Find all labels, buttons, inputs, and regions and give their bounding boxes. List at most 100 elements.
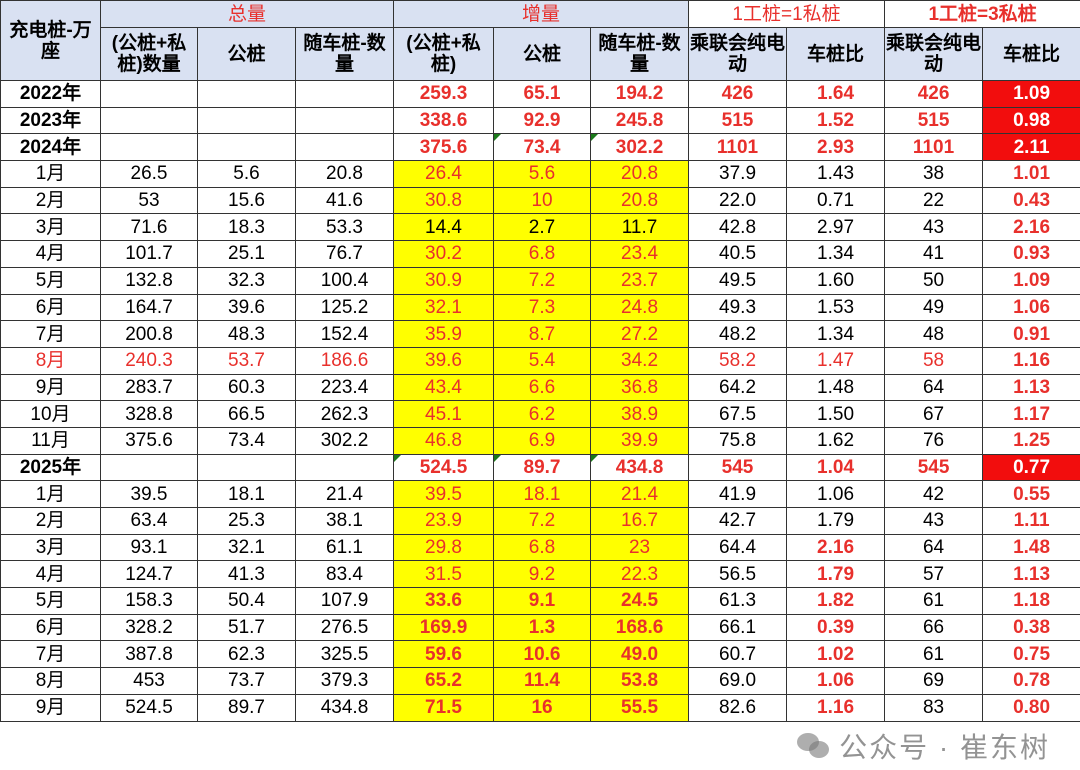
table-cell: 259.3 (394, 81, 494, 108)
table-cell: 2.16 (787, 534, 885, 561)
row-label: 3月 (1, 534, 101, 561)
table-cell: 25.1 (198, 241, 296, 268)
table-cell: 5.6 (494, 161, 591, 188)
table-cell: 61 (885, 641, 983, 668)
table-cell: 69 (885, 668, 983, 695)
table-cell: 83.4 (296, 561, 394, 588)
table-cell: 43 (885, 214, 983, 241)
table-cell: 375.6 (101, 427, 198, 454)
table-cell: 1.09 (983, 81, 1080, 108)
table-cell: 545 (885, 454, 983, 481)
table-cell: 0.39 (787, 614, 885, 641)
table-cell: 55.5 (591, 694, 689, 721)
table-cell: 40.5 (689, 241, 787, 268)
table-cell: 0.77 (983, 454, 1080, 481)
table-cell: 0.38 (983, 614, 1080, 641)
table-cell: 53.7 (198, 347, 296, 374)
table-cell: 1.62 (787, 427, 885, 454)
table-cell: 1.02 (787, 641, 885, 668)
table-cell: 245.8 (591, 107, 689, 134)
table-cell: 515 (885, 107, 983, 134)
row-label: 5月 (1, 267, 101, 294)
table-cell: 0.78 (983, 668, 1080, 695)
table-cell: 18.1 (198, 481, 296, 508)
table-cell: 194.2 (591, 81, 689, 108)
row-label: 2023年 (1, 107, 101, 134)
table-cell: 29.8 (394, 534, 494, 561)
table-cell (198, 454, 296, 481)
table-cell: 1.06 (787, 668, 885, 695)
table-cell: 25.3 (198, 508, 296, 535)
row-label: 6月 (1, 294, 101, 321)
table-cell: 1.48 (787, 374, 885, 401)
table-cell: 152.4 (296, 321, 394, 348)
table-cell: 7.2 (494, 267, 591, 294)
table-cell: 22 (885, 187, 983, 214)
row-label: 7月 (1, 641, 101, 668)
table-cell: 30.9 (394, 267, 494, 294)
table-cell (101, 134, 198, 161)
table-cell: 48.3 (198, 321, 296, 348)
table-cell: 76 (885, 427, 983, 454)
table-cell: 75.8 (689, 427, 787, 454)
table-cell: 41.3 (198, 561, 296, 588)
table-cell: 375.6 (394, 134, 494, 161)
column-header: 公桩 (198, 28, 296, 81)
table-cell: 1.79 (787, 561, 885, 588)
table-cell: 60.3 (198, 374, 296, 401)
table-cell: 0.98 (983, 107, 1080, 134)
table-cell: 39.5 (394, 481, 494, 508)
table-cell: 21.4 (296, 481, 394, 508)
table-cell: 71.6 (101, 214, 198, 241)
row-label: 2月 (1, 187, 101, 214)
table-cell: 6.9 (494, 427, 591, 454)
table-cell: 2.7 (494, 214, 591, 241)
table-cell: 82.6 (689, 694, 787, 721)
table-cell: 22.0 (689, 187, 787, 214)
row-label: 7月 (1, 321, 101, 348)
column-header: 车桩比 (983, 28, 1080, 81)
table-cell: 41.9 (689, 481, 787, 508)
table-cell: 1.47 (787, 347, 885, 374)
cell-comment-marker (494, 455, 501, 462)
table-cell: 48.2 (689, 321, 787, 348)
table-cell: 0.93 (983, 241, 1080, 268)
table-cell: 22.3 (591, 561, 689, 588)
table-cell: 41 (885, 241, 983, 268)
table-cell: 27.2 (591, 321, 689, 348)
table-cell: 58.2 (689, 347, 787, 374)
table-cell: 92.9 (494, 107, 591, 134)
row-label: 2022年 (1, 81, 101, 108)
row-label: 1月 (1, 481, 101, 508)
table-cell: 1.01 (983, 161, 1080, 188)
table-cell: 1.3 (494, 614, 591, 641)
row-label: 1月 (1, 161, 101, 188)
table-cell: 0.75 (983, 641, 1080, 668)
cell-comment-marker (591, 455, 598, 462)
table-cell: 9.1 (494, 588, 591, 615)
corner-header: 充电桩-万座 (1, 1, 101, 81)
table-cell: 53.8 (591, 668, 689, 695)
table-cell: 107.9 (296, 588, 394, 615)
table-cell: 6.8 (494, 241, 591, 268)
row-label: 3月 (1, 214, 101, 241)
table-cell: 60.7 (689, 641, 787, 668)
group-header-ratio-1to3: 1工桩=3私桩 (885, 1, 1080, 28)
table-cell: 262.3 (296, 401, 394, 428)
column-header: 公桩 (494, 28, 591, 81)
table-cell: 1.06 (983, 294, 1080, 321)
table-cell: 276.5 (296, 614, 394, 641)
table-cell: 434.8 (591, 454, 689, 481)
table-cell: 1.04 (787, 454, 885, 481)
table-cell (198, 134, 296, 161)
